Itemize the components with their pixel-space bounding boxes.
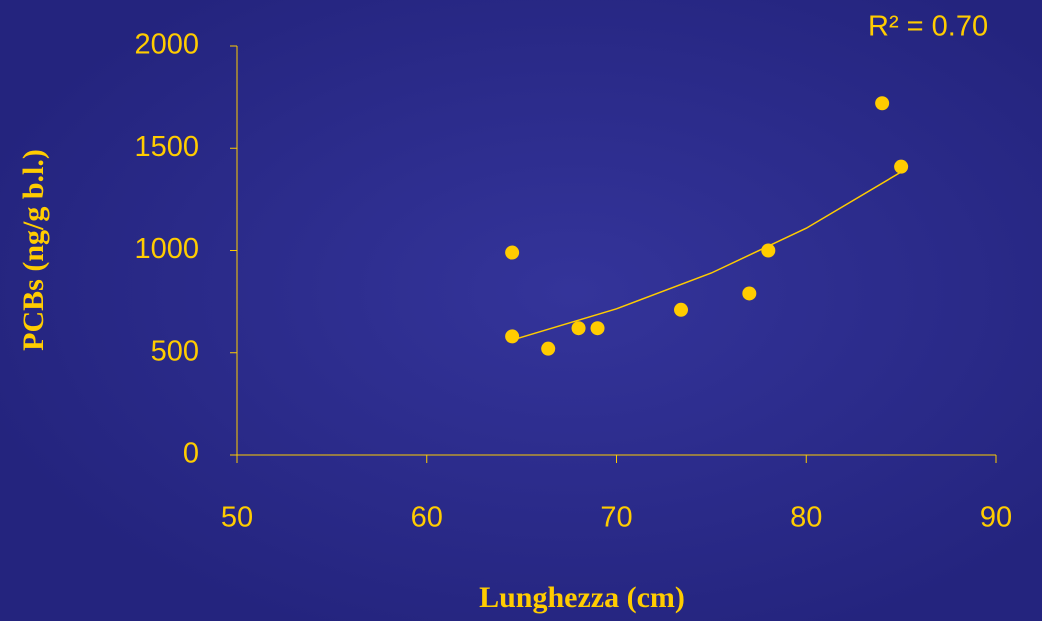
point <box>875 96 890 111</box>
point <box>590 321 605 336</box>
point <box>505 245 520 260</box>
point <box>674 302 689 317</box>
y-tick-label: 1500 <box>134 131 199 163</box>
x-tick-label: 60 <box>411 502 443 534</box>
y-tick-label: 2000 <box>134 29 199 61</box>
trendline <box>511 171 902 341</box>
point <box>894 159 909 174</box>
y-tick-label: 0 <box>183 438 199 470</box>
point <box>571 321 586 336</box>
y-tick-label: 1000 <box>134 233 199 265</box>
x-tick-label: 50 <box>221 502 253 534</box>
x-tick-label: 80 <box>790 502 822 534</box>
r-squared: R² = 0.70 <box>868 11 988 43</box>
y-axis-label: PCBs (ng/g b.l.) <box>17 149 50 351</box>
point <box>761 243 776 258</box>
point <box>505 329 520 344</box>
x-tick-label: 90 <box>980 502 1012 534</box>
point <box>742 286 757 301</box>
y-tick-label: 500 <box>151 335 199 367</box>
x-axis-label: Lunghezza (cm) <box>479 581 685 614</box>
point <box>541 341 556 356</box>
x-tick-label: 70 <box>600 502 632 534</box>
